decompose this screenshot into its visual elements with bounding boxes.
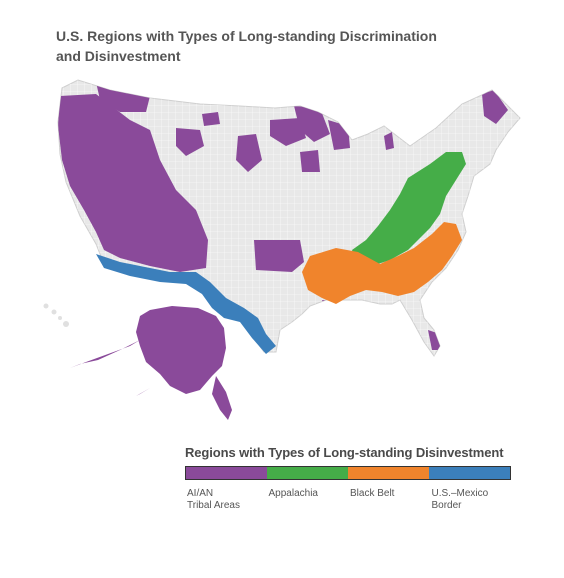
- legend-swatch-tribal: [186, 467, 267, 479]
- legend-color-bar: [185, 466, 511, 480]
- legend-swatch-border: [429, 467, 510, 479]
- appalachia-region: [352, 152, 466, 266]
- legend: Regions with Types of Long-standing Disi…: [185, 445, 511, 512]
- legend-swatch-black-belt: [348, 467, 429, 479]
- legend-swatch-appalachia: [267, 467, 348, 479]
- legend-label-tribal-line-2: Tribal Areas: [187, 500, 240, 511]
- map-title: U.S. Regions with Types of Long-standing…: [56, 26, 476, 66]
- black-belt-region: [302, 222, 462, 304]
- legend-labels: AI/AN Tribal Areas Appalachia Black Belt…: [185, 488, 511, 512]
- legend-label-tribal: AI/AN Tribal Areas: [185, 488, 267, 512]
- legend-label-appalachia: Appalachia: [267, 488, 349, 512]
- legend-label-border: U.S.–Mexico Border: [430, 488, 512, 512]
- hawaii: [43, 303, 69, 327]
- us-mexico-border-region: [96, 254, 276, 354]
- alaska: [70, 306, 232, 420]
- legend-label-tribal-line-1: AI/AN: [187, 488, 214, 499]
- legend-title: Regions with Types of Long-standing Disi…: [185, 445, 504, 460]
- legend-label-black-belt: Black Belt: [348, 488, 430, 512]
- legend-label-border-line-1: U.S.–Mexico: [431, 488, 489, 499]
- legend-label-border-line-2: Border: [431, 500, 462, 511]
- legend-label-appalachia-line-1: Appalachia: [268, 488, 318, 499]
- us-regions-map: [43, 79, 521, 420]
- legend-label-black-belt-line-1: Black Belt: [350, 488, 395, 499]
- map-title-line-2: and Disinvestment: [56, 48, 181, 64]
- map-title-line-1: U.S. Regions with Types of Long-standing…: [56, 28, 437, 44]
